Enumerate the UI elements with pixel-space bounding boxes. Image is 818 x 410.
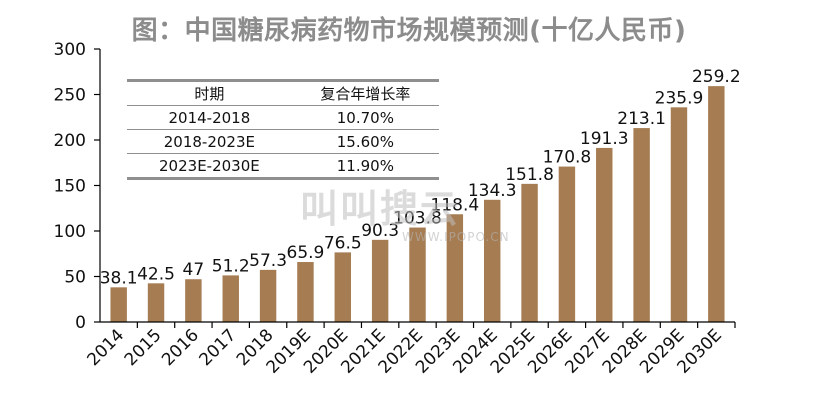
data-label: 170.8 — [543, 148, 592, 168]
bar — [371, 239, 389, 322]
column-header-period: 时期 — [127, 79, 292, 106]
data-label: 235.9 — [655, 88, 704, 108]
bar — [708, 86, 725, 323]
bar — [334, 252, 352, 322]
x-tick-label: 2016 — [158, 325, 203, 370]
x-axis: 201420152016201720182019E2020E2021E2022E… — [83, 321, 736, 378]
bar — [521, 183, 538, 322]
bar — [633, 128, 650, 322]
data-labels: 38.1 42.5 47 51.2 57.3 65.9 76.590.3103.8118.4… — [100, 67, 741, 288]
table-row: 2023E-2030E 11.90% — [127, 153, 439, 180]
data-label: 103.8 — [393, 209, 442, 229]
data-label: 42.5 — [137, 264, 175, 284]
data-label: 191.3 — [580, 129, 629, 149]
data-label: 57.3 — [249, 251, 287, 271]
column-header-cagr: 复合年增长率 — [291, 79, 439, 106]
table-cell-period: 2018-2023E — [127, 129, 292, 154]
y-tick-label: 200 — [54, 131, 86, 151]
cagr-table: 时期 复合年增长率 2014-2018 10.70% 2018-2023E 15… — [127, 79, 439, 180]
bar — [110, 287, 127, 322]
chart-title: 图：中国糖尿病药物市场规模预测(十亿人民币) — [131, 16, 687, 46]
bar — [596, 147, 613, 322]
x-tick-label: 2014 — [83, 325, 128, 370]
y-tick-label: 0 — [75, 313, 86, 333]
bar — [147, 283, 165, 322]
table-cell-cagr: 11.90% — [291, 153, 439, 180]
table-row: 2018-2023E 15.60% — [127, 129, 439, 154]
data-label: 151.8 — [505, 165, 554, 185]
bar — [259, 269, 277, 322]
watermark-url: WWW.IPOPO.CN — [402, 230, 510, 244]
data-label: 134.3 — [468, 181, 517, 201]
data-label: 213.1 — [617, 109, 666, 129]
data-label: 38.1 — [100, 268, 138, 288]
bar — [446, 214, 464, 322]
bar — [409, 227, 426, 322]
bar — [558, 166, 576, 322]
y-tick-label: 250 — [54, 86, 86, 106]
x-tick-label: 2015 — [121, 325, 166, 370]
data-label: 51.2 — [212, 256, 250, 276]
x-tick-label: 2017 — [196, 325, 241, 370]
bar — [483, 199, 501, 322]
table-header-row: 时期 复合年增长率 — [127, 79, 439, 106]
data-label: 65.9 — [287, 243, 325, 263]
table-cell-cagr: 10.70% — [291, 105, 439, 130]
data-label: 118.4 — [431, 195, 480, 215]
y-tick-label: 50 — [64, 268, 86, 288]
bars — [110, 86, 725, 323]
bar — [297, 262, 314, 322]
bar — [670, 107, 688, 323]
bar — [185, 279, 202, 322]
data-label: 47 — [183, 260, 205, 280]
y-axis: 0 50 100 150 200 250 300 — [54, 40, 101, 333]
data-label: 259.2 — [692, 67, 741, 87]
table-row: 2014-2018 10.70% — [127, 105, 439, 130]
watermark-text: 叫叫搜云 — [300, 187, 461, 231]
y-tick-label: 150 — [54, 177, 86, 197]
y-tick-label: 300 — [54, 40, 86, 60]
table-cell-period: 2014-2018 — [127, 105, 292, 130]
table-cell-period: 2023E-2030E — [127, 153, 292, 180]
data-label: 76.5 — [324, 233, 362, 253]
data-label: 90.3 — [361, 221, 399, 241]
y-tick-label: 100 — [54, 222, 86, 242]
bar — [222, 275, 239, 322]
table-cell-cagr: 15.60% — [291, 129, 439, 154]
